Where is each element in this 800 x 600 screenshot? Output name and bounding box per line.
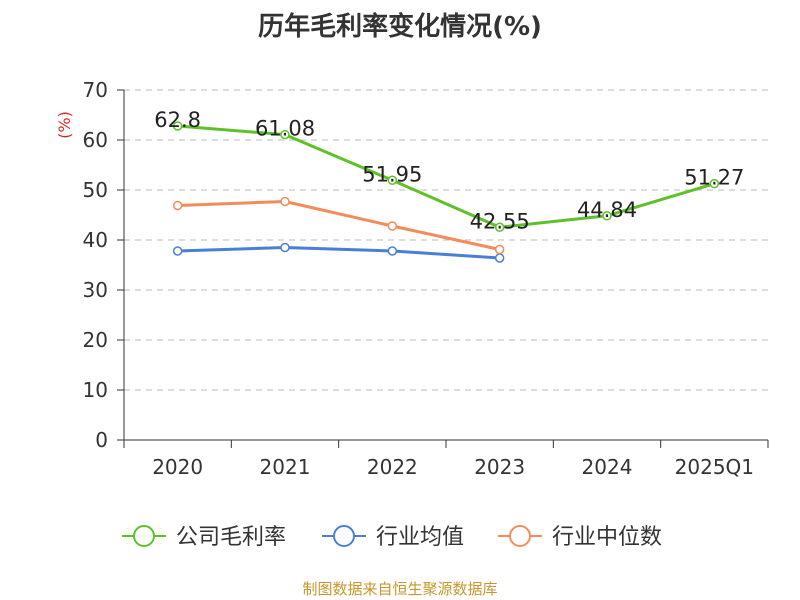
data-point [172, 246, 183, 256]
data-labels: 62.8 61.08 51.95 42.55 44.84 51.27 [154, 108, 744, 233]
legend-label: 行业均值 [376, 525, 464, 550]
x-tick-label: 2023 [474, 455, 525, 479]
legend-marker [133, 525, 155, 547]
data-point [494, 244, 505, 255]
chart-title: 历年毛利率变化情况(%) [258, 12, 542, 42]
data-point [172, 121, 183, 131]
series [172, 121, 720, 263]
source-footer: 制图数据来自恒生聚源数据库 [302, 580, 498, 598]
data-point [280, 196, 290, 207]
y-tick-label: 20 [83, 328, 108, 352]
data-label: 42.55 [470, 209, 530, 233]
x-tick-label: 2022 [367, 455, 418, 479]
x-tick-label: 2025Q1 [675, 455, 754, 479]
data-point [387, 175, 398, 185]
y-axis-label: (%) [55, 111, 74, 139]
data-label: 51.95 [362, 162, 422, 186]
series-line [177, 124, 715, 229]
x-tick-label: 2020 [152, 455, 203, 479]
data-label: 51.27 [684, 166, 744, 190]
x-tick-label: 2024 [582, 455, 633, 479]
y-tick-label: 30 [83, 278, 108, 302]
data-point [280, 242, 290, 253]
y-tick-label: 50 [83, 178, 108, 202]
grid-lines [124, 89, 768, 391]
data-point [387, 221, 398, 231]
data-label: 44.84 [577, 198, 637, 222]
series-line [177, 246, 500, 260]
data-label: 61.08 [255, 117, 315, 141]
legend: 公司毛利率 行业均值 行业中位数 [122, 525, 662, 550]
data-point [494, 253, 505, 263]
data-label: 62.8 [154, 108, 201, 132]
x-tick-label: 2021 [260, 455, 311, 479]
legend-marker [333, 525, 355, 547]
y-tick-label: 40 [83, 228, 108, 252]
data-point [280, 129, 290, 140]
axes: 0 10 20 30 40 50 60 70 (%) 2020 2021 2022 2023 2024 20… [55, 78, 769, 479]
data-point [494, 222, 505, 232]
y-tick-label: 60 [83, 128, 108, 152]
legend-label: 公司毛利率 [176, 525, 286, 550]
y-tick-label: 70 [83, 78, 108, 102]
legend-marker [509, 525, 531, 547]
data-point [709, 178, 720, 189]
series-line [177, 200, 500, 251]
data-point [602, 211, 612, 221]
y-tick-label: 10 [83, 378, 108, 402]
y-tick-label: 0 [95, 428, 108, 452]
data-point [172, 200, 183, 211]
data-point [387, 246, 398, 256]
legend-label: 行业中位数 [552, 525, 662, 550]
